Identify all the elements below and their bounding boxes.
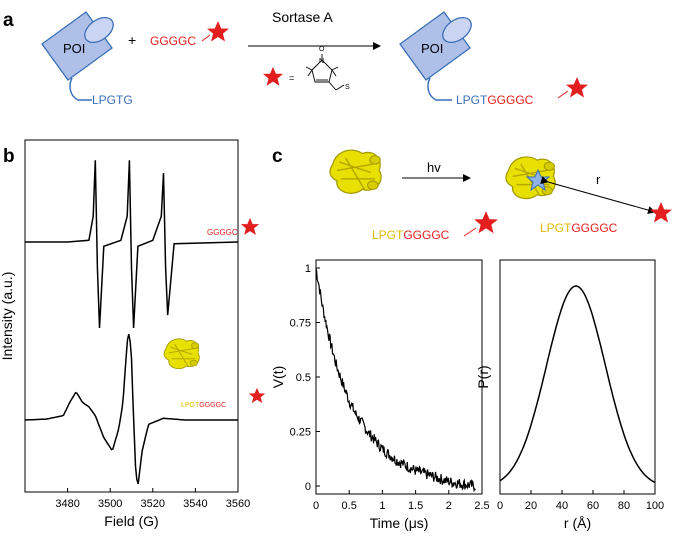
x-axis-label: Field (G) — [104, 513, 158, 529]
x-tick-label: 3500 — [98, 498, 122, 510]
x-tick-label: 2 — [446, 500, 452, 512]
product-peptide: GGGGC — [487, 93, 533, 107]
nitroxide-s: S — [345, 84, 350, 91]
right-sequence: LPGTGGGGC — [540, 221, 618, 235]
x-tick-label: 1 — [379, 500, 385, 512]
panel-b-label: b — [3, 146, 15, 167]
x-tick-label: 20 — [525, 500, 537, 512]
epr-bottom-sequence: LPGTGGGGC — [181, 402, 226, 409]
right-prefix: LPGT — [540, 221, 572, 235]
x-tick-label: 100 — [646, 500, 664, 512]
epr-bottom-star — [248, 387, 266, 404]
y-tick-label: 0.5 — [296, 372, 311, 384]
x-tick-label: 0 — [313, 500, 319, 512]
poi-cylinder — [41, 11, 114, 101]
nitroxide-structure — [305, 54, 345, 91]
y-tick-label: 0 — [305, 481, 311, 493]
x-tick-label: 3540 — [183, 498, 207, 510]
equals-sign: = — [289, 73, 294, 83]
distance-curve — [499, 285, 656, 484]
spin-label-star — [207, 21, 229, 42]
distance-axes: 0 20 40 60 80 100 r (Å) P(r) — [475, 259, 664, 531]
epr-bottom-prefix: LPGT — [181, 402, 200, 409]
x-tick-label: 60 — [587, 500, 599, 512]
x-tick-label: 0.5 — [342, 500, 357, 512]
epr-axes: 3480 3500 3520 3540 3560 Field (G) Intensity (… — [0, 139, 250, 529]
y-axis-label: P(r) — [475, 365, 491, 388]
product-sequence: LPGTGGGGC — [456, 93, 534, 107]
deer-axes: 0 0.5 1 1.5 2 2.5 Time (μs) V(t) 0 0.25 0.5 0.75 1 — [270, 259, 490, 531]
left-prefix: LPGT — [372, 228, 404, 242]
plus-sign: + — [128, 32, 136, 48]
x-tick-label: 3560 — [226, 498, 250, 510]
protein-left-icon — [329, 149, 382, 195]
product-prefix: LPGT — [456, 93, 488, 107]
nitroxide-o: O — [319, 46, 325, 53]
epr-spectrum-free — [25, 160, 239, 329]
plot-frame — [24, 139, 239, 493]
epr-protein-icon — [163, 338, 200, 370]
y-axis-label: V(t) — [270, 366, 286, 389]
right-peptide: GGGGC — [571, 221, 617, 235]
nitroxide-n: N — [319, 58, 324, 65]
x-tick-label: 1.5 — [408, 500, 423, 512]
y-tick-label: 0.25 — [290, 427, 311, 439]
hv-label: hv — [427, 160, 441, 175]
deer-trace — [315, 267, 476, 493]
y-tick-label: 1 — [305, 263, 311, 275]
poi-label: POI — [63, 41, 85, 56]
x-tick-label: 0 — [497, 500, 503, 512]
x-tick-label: 3480 — [55, 498, 79, 510]
plot-frame — [499, 259, 656, 495]
y-tick-label: 0.75 — [290, 318, 311, 330]
x-tick-label: 3520 — [141, 498, 165, 510]
left-peptide: GGGGC — [403, 228, 449, 242]
x-tick-label: 80 — [618, 500, 630, 512]
r-label: r — [596, 172, 601, 187]
product-poi-label: POI — [421, 41, 443, 56]
left-sequence: LPGTGGGGC — [372, 228, 450, 242]
panel-a-label: a — [3, 10, 14, 31]
epr-top-star — [240, 217, 260, 235]
distance-arrow — [540, 176, 656, 214]
x-tick-label: 40 — [556, 500, 568, 512]
epr-top-label: GGGGC — [207, 228, 238, 237]
peptide-label: GGGGC — [150, 34, 196, 48]
enzyme-label: Sortase A — [272, 9, 333, 25]
panel-c-label: c — [272, 146, 283, 167]
left-star — [474, 211, 498, 234]
y-axis-label: Intensity (a.u.) — [0, 272, 15, 361]
x-axis-label: r (Å) — [564, 515, 591, 531]
product-cylinder — [399, 11, 472, 101]
legend-star — [262, 66, 284, 86]
epr-bottom-peptide: GGGGC — [199, 402, 226, 409]
right-star — [650, 202, 672, 223]
x-tick-label: 2.5 — [474, 500, 489, 512]
lpgtg-label: LPGTG — [92, 93, 133, 107]
product-star — [566, 77, 588, 98]
epr-spectrum-bound — [24, 334, 238, 485]
x-axis-label: Time (μs) — [370, 515, 429, 531]
